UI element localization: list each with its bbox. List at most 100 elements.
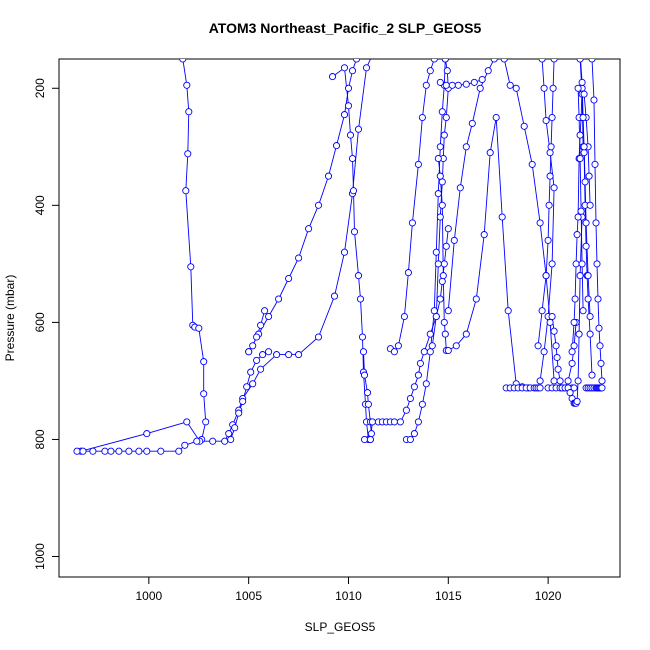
data-point xyxy=(434,154,442,163)
data-point xyxy=(410,383,418,391)
data-point xyxy=(574,84,582,92)
data-point xyxy=(330,292,339,300)
data-point xyxy=(444,307,452,315)
data-point xyxy=(462,330,470,338)
series-line xyxy=(537,59,555,346)
data-point xyxy=(577,207,585,215)
data-point xyxy=(597,359,605,367)
data-point xyxy=(221,437,229,445)
data-point xyxy=(390,418,398,426)
data-point xyxy=(285,351,293,359)
series-line xyxy=(577,88,584,311)
data-point xyxy=(363,389,372,397)
data-point xyxy=(259,351,267,359)
data-point xyxy=(184,150,192,158)
data-point xyxy=(556,377,564,385)
y-tick-label: 200 xyxy=(33,78,47,98)
data-point xyxy=(390,348,398,356)
series-line xyxy=(80,59,207,452)
data-point xyxy=(195,324,203,332)
data-point xyxy=(352,59,361,63)
data-point xyxy=(546,318,554,326)
data-point xyxy=(441,330,449,338)
data-point xyxy=(578,260,586,268)
data-point xyxy=(576,154,584,163)
data-point xyxy=(568,359,576,367)
data-point xyxy=(570,318,578,326)
data-point xyxy=(546,149,554,157)
data-point xyxy=(181,441,189,449)
data-point xyxy=(552,342,560,350)
data-point xyxy=(586,201,594,209)
data-point xyxy=(450,236,458,244)
data-point xyxy=(443,38,449,44)
data-point xyxy=(295,351,303,359)
data-point xyxy=(544,236,552,244)
data-point xyxy=(239,397,247,405)
data-point xyxy=(185,108,193,116)
data-point xyxy=(406,435,414,444)
data-point xyxy=(548,312,556,321)
data-point xyxy=(478,75,486,84)
plot-frame xyxy=(58,58,621,578)
data-point xyxy=(573,231,581,239)
data-point xyxy=(579,113,587,122)
series-line xyxy=(332,66,372,440)
data-point xyxy=(582,219,590,227)
data-point xyxy=(350,228,359,236)
data-point xyxy=(438,277,446,285)
y-tick-label: 800 xyxy=(33,429,47,449)
series-line xyxy=(591,59,603,381)
x-tick-label: 1015 xyxy=(435,589,462,603)
data-point xyxy=(438,201,446,209)
data-point xyxy=(364,400,372,408)
data-point xyxy=(273,351,281,359)
x-axis: 1000 1005 1010 1015 1020 xyxy=(135,576,562,603)
data-point xyxy=(187,263,195,271)
data-point xyxy=(574,213,582,221)
data-point xyxy=(572,260,580,268)
data-point xyxy=(275,295,283,303)
data-point xyxy=(547,143,555,151)
data-point xyxy=(573,397,581,405)
data-point xyxy=(500,59,508,63)
y-axis-label: Pressure (mbar) xyxy=(3,275,17,362)
data-point xyxy=(253,333,261,341)
data-point xyxy=(249,342,257,350)
data-point xyxy=(408,219,416,227)
data-point xyxy=(257,321,265,329)
x-tick-label: 1005 xyxy=(235,589,262,603)
series-line xyxy=(77,59,371,452)
y-tick-label: 400 xyxy=(33,195,47,215)
data-point xyxy=(443,67,451,75)
data-point xyxy=(545,201,553,209)
data-point xyxy=(143,430,151,438)
data-point xyxy=(344,84,353,92)
data-point xyxy=(540,348,548,356)
data-point xyxy=(115,447,123,455)
data-point xyxy=(367,430,375,438)
data-point xyxy=(492,113,500,122)
data-point xyxy=(436,172,444,180)
data-point xyxy=(183,418,191,426)
data-point xyxy=(581,178,589,186)
data-point xyxy=(442,242,450,250)
data-point xyxy=(143,447,151,455)
data-point xyxy=(265,348,273,356)
data-point xyxy=(394,342,402,350)
data-point xyxy=(426,330,434,338)
data-point xyxy=(580,143,588,151)
x-axis-label: SLP_GEOS5 xyxy=(305,620,376,634)
data-point xyxy=(442,113,450,122)
data-point xyxy=(359,348,368,356)
data-point xyxy=(175,447,183,455)
data-point xyxy=(586,330,594,338)
data-point xyxy=(577,50,583,56)
data-point xyxy=(358,333,367,341)
data-point xyxy=(253,356,261,364)
data-point xyxy=(438,178,446,186)
data-point xyxy=(540,84,548,92)
data-point xyxy=(295,254,303,262)
data-point xyxy=(549,84,557,92)
data-point xyxy=(360,371,369,379)
